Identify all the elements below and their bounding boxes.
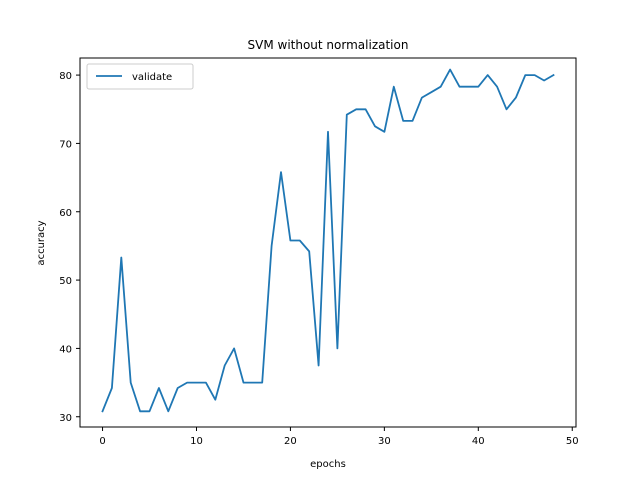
x-tick-label: 10	[190, 436, 203, 447]
x-axis: 0 10 20 30 40 50	[99, 427, 579, 447]
series-line-validate	[101, 68, 555, 413]
y-tick-label: 70	[59, 139, 72, 150]
plot-area	[101, 68, 555, 413]
y-axis-label: accuracy	[36, 220, 47, 265]
plot-frame	[79, 57, 577, 428]
y-tick-label: 50	[59, 276, 72, 287]
legend-box	[86, 63, 194, 90]
chart-title: SVM without normalization	[248, 38, 409, 52]
x-tick-label: 30	[378, 436, 391, 447]
x-tick-label: 40	[472, 436, 485, 447]
y-tick-label: 60	[59, 208, 72, 219]
legend: validate	[86, 63, 194, 90]
y-axis: 30 40 50 60 70 80	[59, 71, 80, 424]
x-tick-label: 0	[99, 436, 105, 447]
y-tick-label: 30	[59, 413, 72, 424]
x-tick-label: 50	[566, 436, 579, 447]
x-axis-label: epochs	[310, 459, 346, 470]
y-tick-label: 80	[59, 71, 72, 82]
legend-label-validate: validate	[132, 72, 172, 83]
y-tick-label: 40	[59, 344, 72, 355]
x-tick-label: 20	[284, 436, 297, 447]
